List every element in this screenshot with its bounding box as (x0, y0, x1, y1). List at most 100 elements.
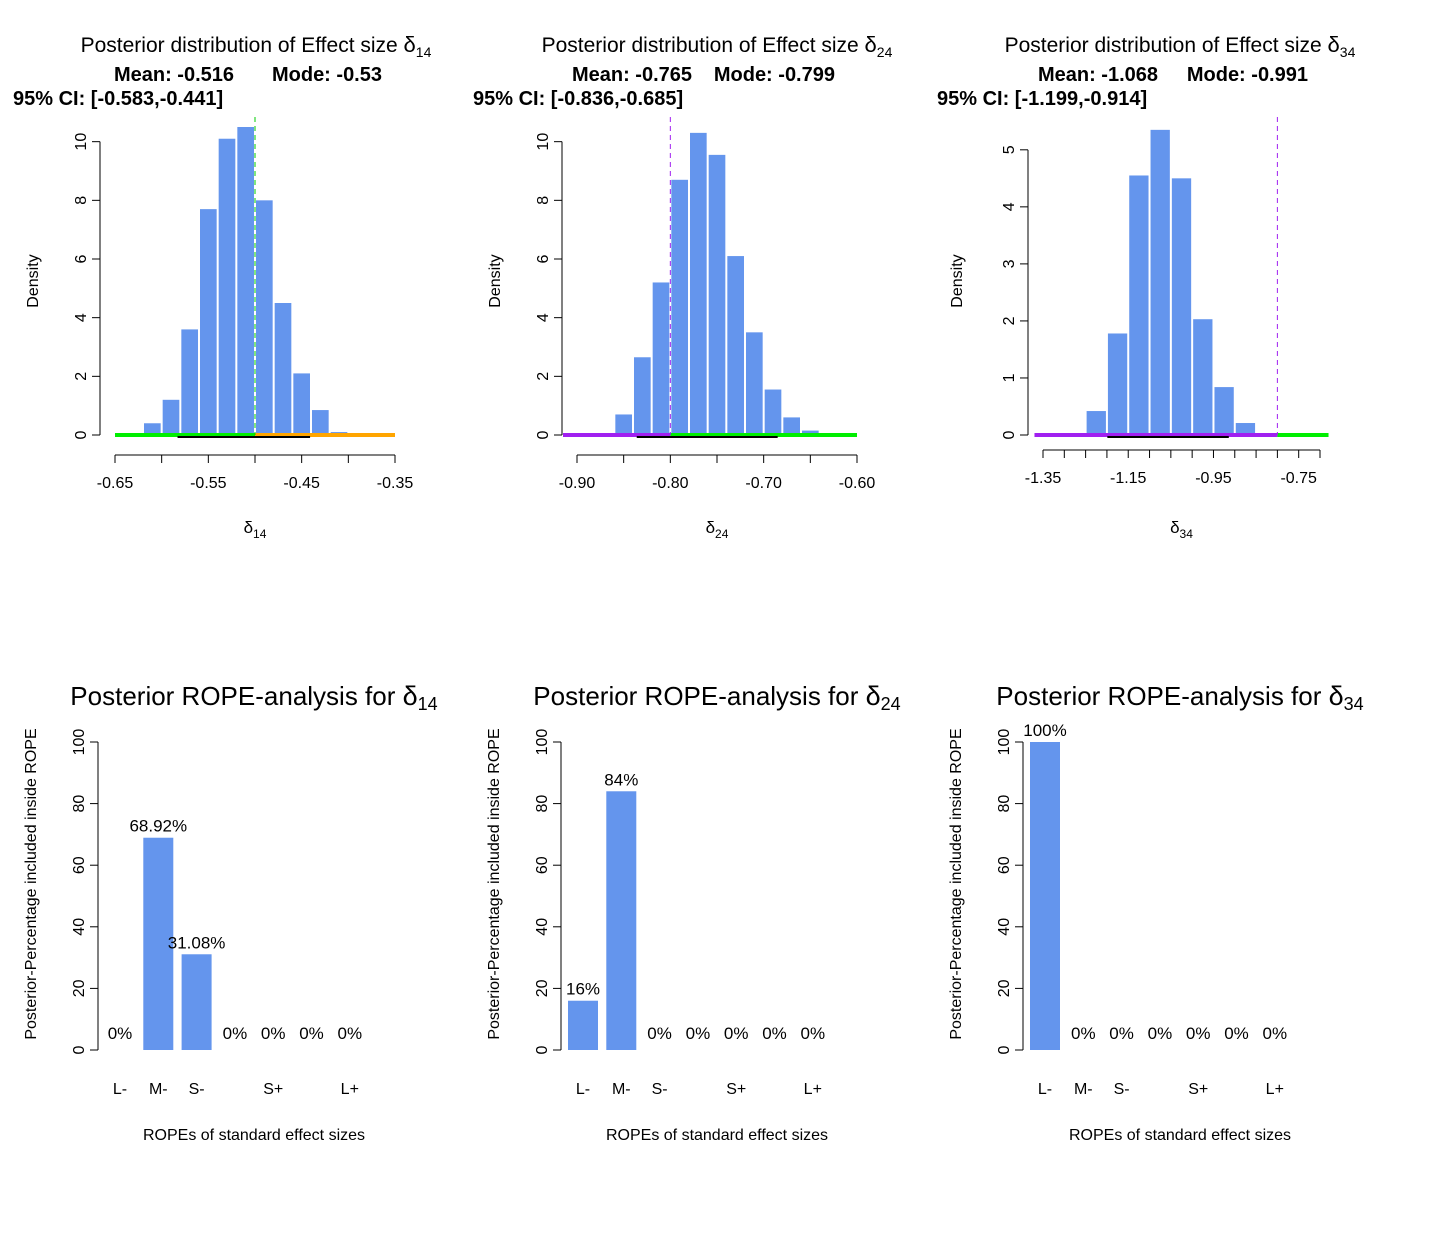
y-tick-label: 6 (535, 254, 552, 263)
x-category-label: L+ (1266, 1081, 1284, 1098)
x-tick-label: -0.95 (1195, 470, 1232, 487)
histogram-bar (1150, 129, 1170, 435)
bar-value-label: 100% (1023, 721, 1066, 740)
histogram-bar (746, 332, 763, 435)
y-tick-label: 5 (1001, 145, 1018, 154)
rope-panel-34: 100% L- 0% M- 0% S- 0% 0% S+ 0% 0% L+ 0 20 40 60 80 100 Po… (948, 721, 1291, 1144)
bar-value-label: 0% (223, 1024, 248, 1043)
y-tick-label: 2 (1001, 316, 1018, 325)
bar-value-label: 0% (299, 1024, 324, 1043)
y-tick-label: 40 (534, 918, 551, 936)
histogram-bar (727, 256, 744, 435)
x-tick-label: -0.45 (283, 475, 320, 492)
x-category-label: L- (576, 1081, 590, 1098)
histogram-bar (1235, 423, 1256, 435)
rope-bar (606, 791, 637, 1050)
y-tick-label: 20 (534, 979, 551, 997)
mean-label: Mean: -1.068 (1038, 64, 1158, 86)
histogram-bar (1086, 411, 1106, 435)
y-tick-label: 2 (73, 372, 90, 381)
histogram-panel-24: Mean: -0.765 Mode: -0.799 95% CI: [-0.836,… (473, 64, 875, 492)
y-tick-label: 60 (996, 856, 1013, 874)
rope-bar (1030, 742, 1060, 1050)
x-tick-label: -0.80 (652, 475, 689, 492)
x-tick-label: -0.75 (1280, 470, 1317, 487)
histogram-panel-14: Mean: -0.516 Mode: -0.53 95% CI: [-0.583,-… (13, 64, 413, 492)
y-tick-label: 4 (535, 313, 552, 322)
bar-value-label: 0% (762, 1024, 787, 1043)
panel-title: Posterior distribution of Effect size δ3… (1005, 32, 1356, 60)
rope-panel-24: 16% L- 84% M- 0% S- 0% 0% S+ 0% 0% L+ 0 20 40 60 80 100 Po… (486, 728, 828, 1144)
histogram-bar (708, 154, 726, 435)
y-tick-label: 20 (71, 979, 88, 997)
histogram-bar (652, 282, 670, 435)
histogram-bar (1171, 178, 1192, 436)
y-axis-label: Posterior-Percentage included inside ROP… (948, 728, 965, 1039)
x-axis-label: δ34 (1170, 518, 1193, 541)
y-tick-label: 0 (1001, 430, 1018, 439)
x-category-label: S+ (263, 1081, 283, 1098)
bar-value-label: 0% (1109, 1024, 1134, 1043)
y-tick-label: 8 (535, 196, 552, 205)
x-category-label: L- (113, 1081, 127, 1098)
y-tick-label: 10 (73, 133, 90, 151)
y-axis-label: Density (25, 254, 42, 307)
x-tick-label: -0.35 (377, 475, 414, 492)
x-category-label: M- (612, 1081, 631, 1098)
mode-label: Mode: -0.991 (1187, 64, 1308, 86)
x-tick-label: -0.55 (190, 475, 227, 492)
y-tick-label: 0 (71, 1045, 88, 1054)
histogram-bar (181, 329, 198, 435)
y-axis-label: Density (487, 254, 504, 307)
bar-value-label: 0% (647, 1024, 672, 1043)
histogram-bar (634, 357, 651, 435)
y-tick-label: 4 (1001, 202, 1018, 211)
x-tick-label: -0.70 (745, 475, 782, 492)
x-tick-label: -1.15 (1110, 470, 1147, 487)
bar-value-label: 0% (686, 1024, 711, 1043)
x-category-label: M- (1074, 1081, 1093, 1098)
y-tick-label: 20 (996, 979, 1013, 997)
y-tick-label: 60 (71, 856, 88, 874)
histogram-bar (802, 430, 819, 435)
histogram-bar (615, 414, 632, 435)
y-tick-label: 10 (535, 133, 552, 151)
histogram-bar (312, 410, 329, 435)
x-category-label: L+ (341, 1081, 359, 1098)
histogram-bar (764, 389, 782, 435)
y-tick-label: 60 (534, 856, 551, 874)
y-tick-label: 80 (534, 795, 551, 813)
bar-value-label: 0% (1224, 1024, 1249, 1043)
y-axis-label: Density (949, 254, 966, 307)
y-axis-label: Posterior-Percentage included inside ROP… (486, 728, 503, 1039)
y-tick-label: 8 (73, 196, 90, 205)
mean-label: Mean: -0.765 (572, 64, 692, 86)
y-tick-label: 40 (996, 918, 1013, 936)
x-category-label: S+ (726, 1081, 746, 1098)
bar-value-label: 68.92% (129, 817, 187, 836)
histogram-bar (1107, 333, 1128, 435)
bar-value-label: 31.08% (168, 933, 226, 952)
panel-title: Posterior ROPE-analysis for δ24 (533, 681, 900, 714)
x-category-label: S- (189, 1081, 205, 1098)
histogram-bar (1129, 175, 1149, 435)
bar-value-label: 0% (801, 1024, 826, 1043)
bar-value-label: 0% (724, 1024, 749, 1043)
histogram-bar (200, 209, 217, 435)
histogram-bar (162, 399, 180, 435)
histogram-bar (783, 417, 800, 435)
histogram-bar (690, 132, 707, 435)
bar-value-label: 0% (1263, 1024, 1288, 1043)
y-tick-label: 2 (535, 372, 552, 381)
x-category-label: S- (1114, 1081, 1130, 1098)
bar-value-label: 0% (261, 1024, 286, 1043)
x-axis-label: ROPEs of standard effect sizes (143, 1127, 365, 1144)
x-category-label: L+ (804, 1081, 822, 1098)
bar-value-label: 0% (108, 1024, 133, 1043)
x-tick-label: -1.35 (1025, 470, 1062, 487)
y-tick-label: 4 (73, 313, 90, 322)
panel-title: Posterior ROPE-analysis for δ14 (70, 681, 437, 714)
y-tick-label: 3 (1001, 259, 1018, 268)
bar-value-label: 0% (1186, 1024, 1211, 1043)
